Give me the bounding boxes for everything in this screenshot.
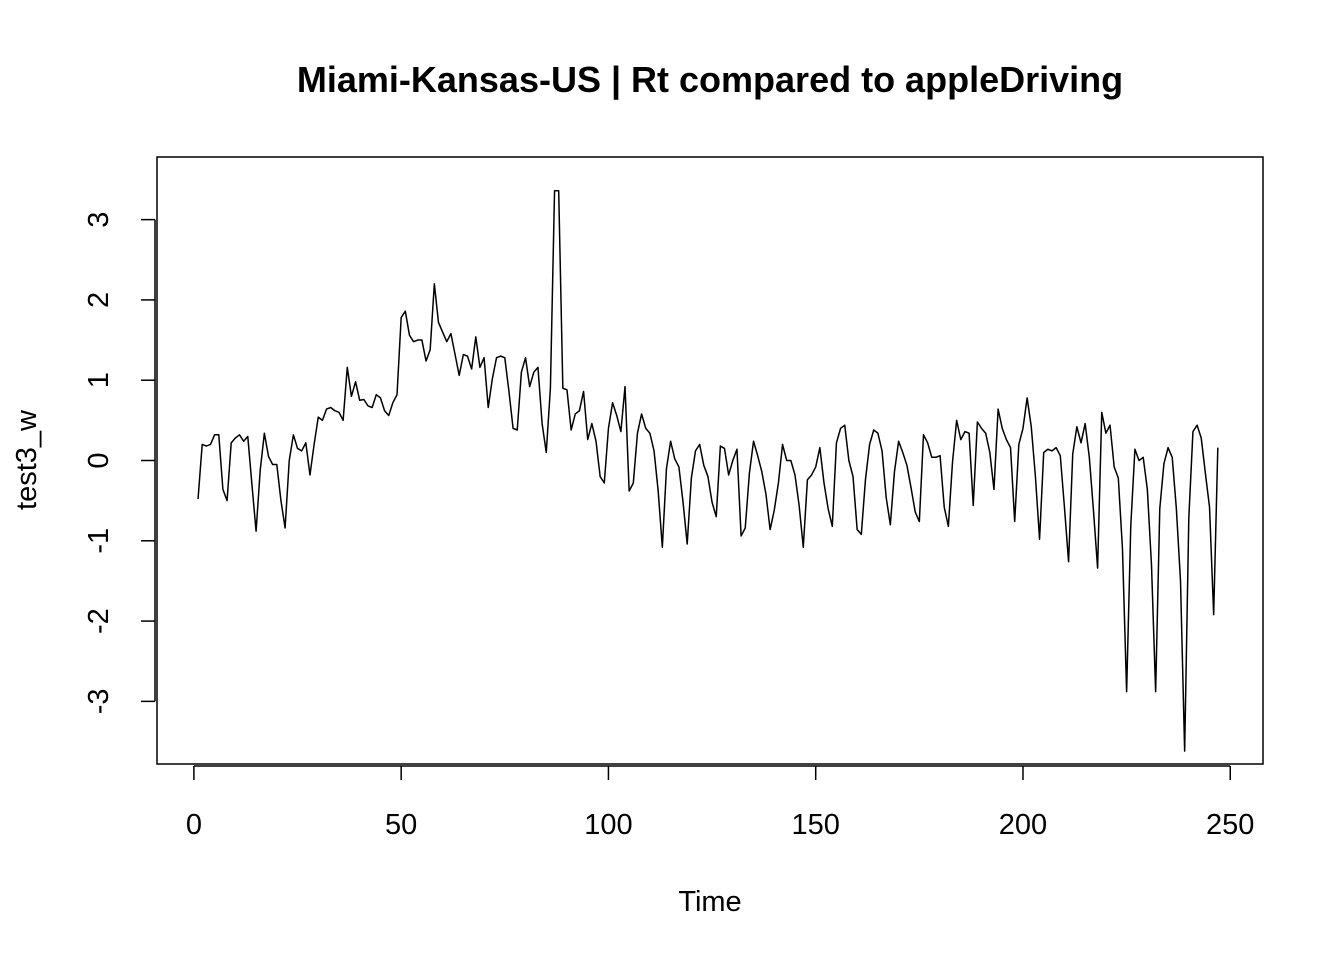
x-tick-label: 50 [385,809,417,841]
chart-title: Miami-Kansas-US | Rt compared to appleDr… [297,59,1123,101]
x-axis: 0 50 100 150 200 250 [186,765,1254,841]
x-tick-label: 150 [792,809,840,841]
y-tick-label: -3 [83,688,115,714]
plot-area-frame [156,156,1264,765]
y-axis: -3 -2 -1 0 1 2 3 [83,212,156,714]
y-tick-label: 0 [83,452,115,468]
series-line [197,189,1219,752]
y-tick-label: -2 [83,608,115,634]
x-tick-label: 250 [1206,809,1254,841]
x-tick-label: 200 [999,809,1047,841]
x-tick-label: 0 [186,809,202,841]
y-tick-label: 2 [83,292,115,308]
x-axis-label: Time [678,886,741,918]
x-tick-label: 100 [584,809,632,841]
y-tick-label: 3 [83,212,115,228]
y-axis-label: test3_w [11,409,43,510]
y-tick-label: -1 [83,528,115,554]
y-tick-label: 1 [83,372,115,388]
